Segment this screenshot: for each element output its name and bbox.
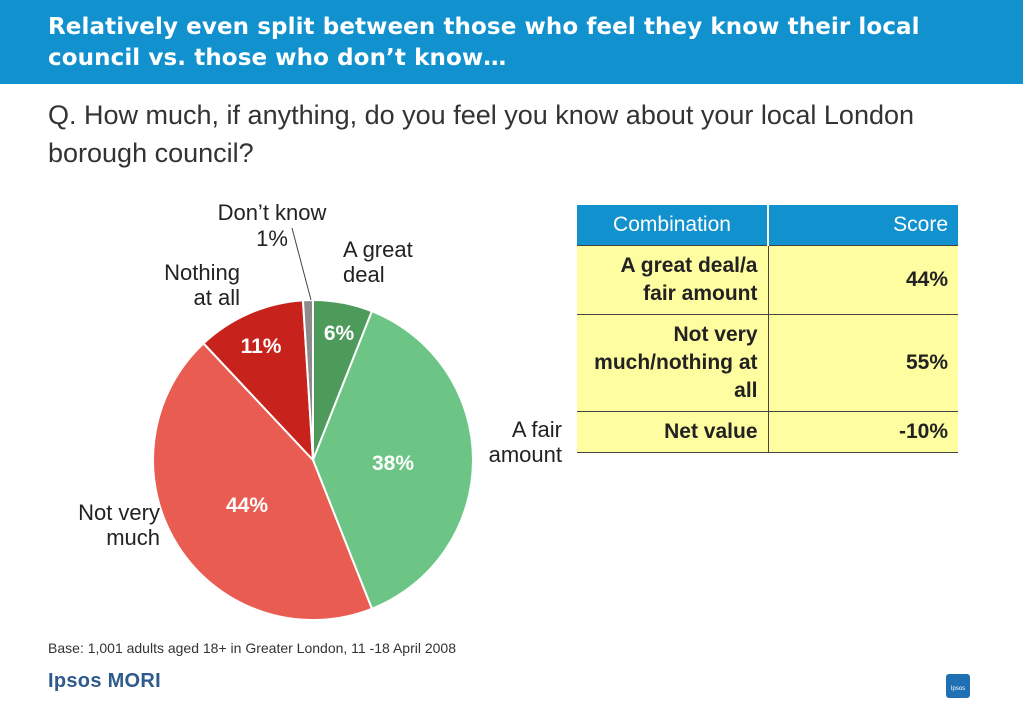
pie-slice: [202, 299, 315, 463]
pie-slice: [152, 341, 374, 621]
slice-value-label: 6%: [324, 322, 355, 345]
slice-category-label: Nothing at all: [164, 260, 240, 310]
slice-value-label: 1%: [256, 226, 288, 251]
pie-chart: 6% A great deal 38% A fair amount 44% Not very m…: [78, 200, 562, 621]
slice-category-label: Not very much: [78, 500, 160, 550]
slice-value-label: 38%: [372, 452, 414, 475]
slice-value-label: 44%: [226, 494, 268, 517]
title-banner: Relatively even split between those who …: [0, 0, 1023, 84]
slice-value-label: 11%: [241, 335, 282, 358]
row-combination: Net value: [577, 411, 769, 453]
header-score: Score: [768, 205, 958, 246]
slice-category-label: A great deal: [343, 237, 413, 287]
slice-category-label: Don’t know: [218, 200, 327, 225]
header-combination: Combination: [577, 205, 769, 246]
slice-category-label: A fair amount: [489, 417, 562, 467]
survey-question: Q. How much, if anything, do you feel yo…: [48, 100, 915, 168]
score-table: Combination Score A great deal/a fair am…: [577, 205, 958, 453]
table-header-row: Combination Score: [577, 205, 958, 246]
pie-slice: [301, 298, 314, 461]
ipsos-mori-logo: Ipsos MORI: [48, 670, 162, 692]
table-row: Not very much/nothing at all 55%: [577, 314, 958, 412]
row-score: 55%: [768, 314, 958, 412]
pie-slice: [311, 309, 474, 611]
row-score: 44%: [768, 245, 958, 315]
table-row: A great deal/a fair amount 44%: [577, 245, 958, 315]
row-combination: A great deal/a fair amount: [577, 245, 769, 315]
base-note: Base: 1,001 adults aged 18+ in Greater L…: [48, 640, 456, 656]
row-score: -10%: [768, 411, 958, 453]
row-combination: Not very much/nothing at all: [577, 314, 769, 412]
leader-line: [291, 227, 312, 301]
ipsos-badge-logo: Ipsos: [946, 674, 970, 698]
table-row: Net value -10%: [577, 411, 958, 453]
slide-title: Relatively even split between those who …: [48, 14, 920, 71]
